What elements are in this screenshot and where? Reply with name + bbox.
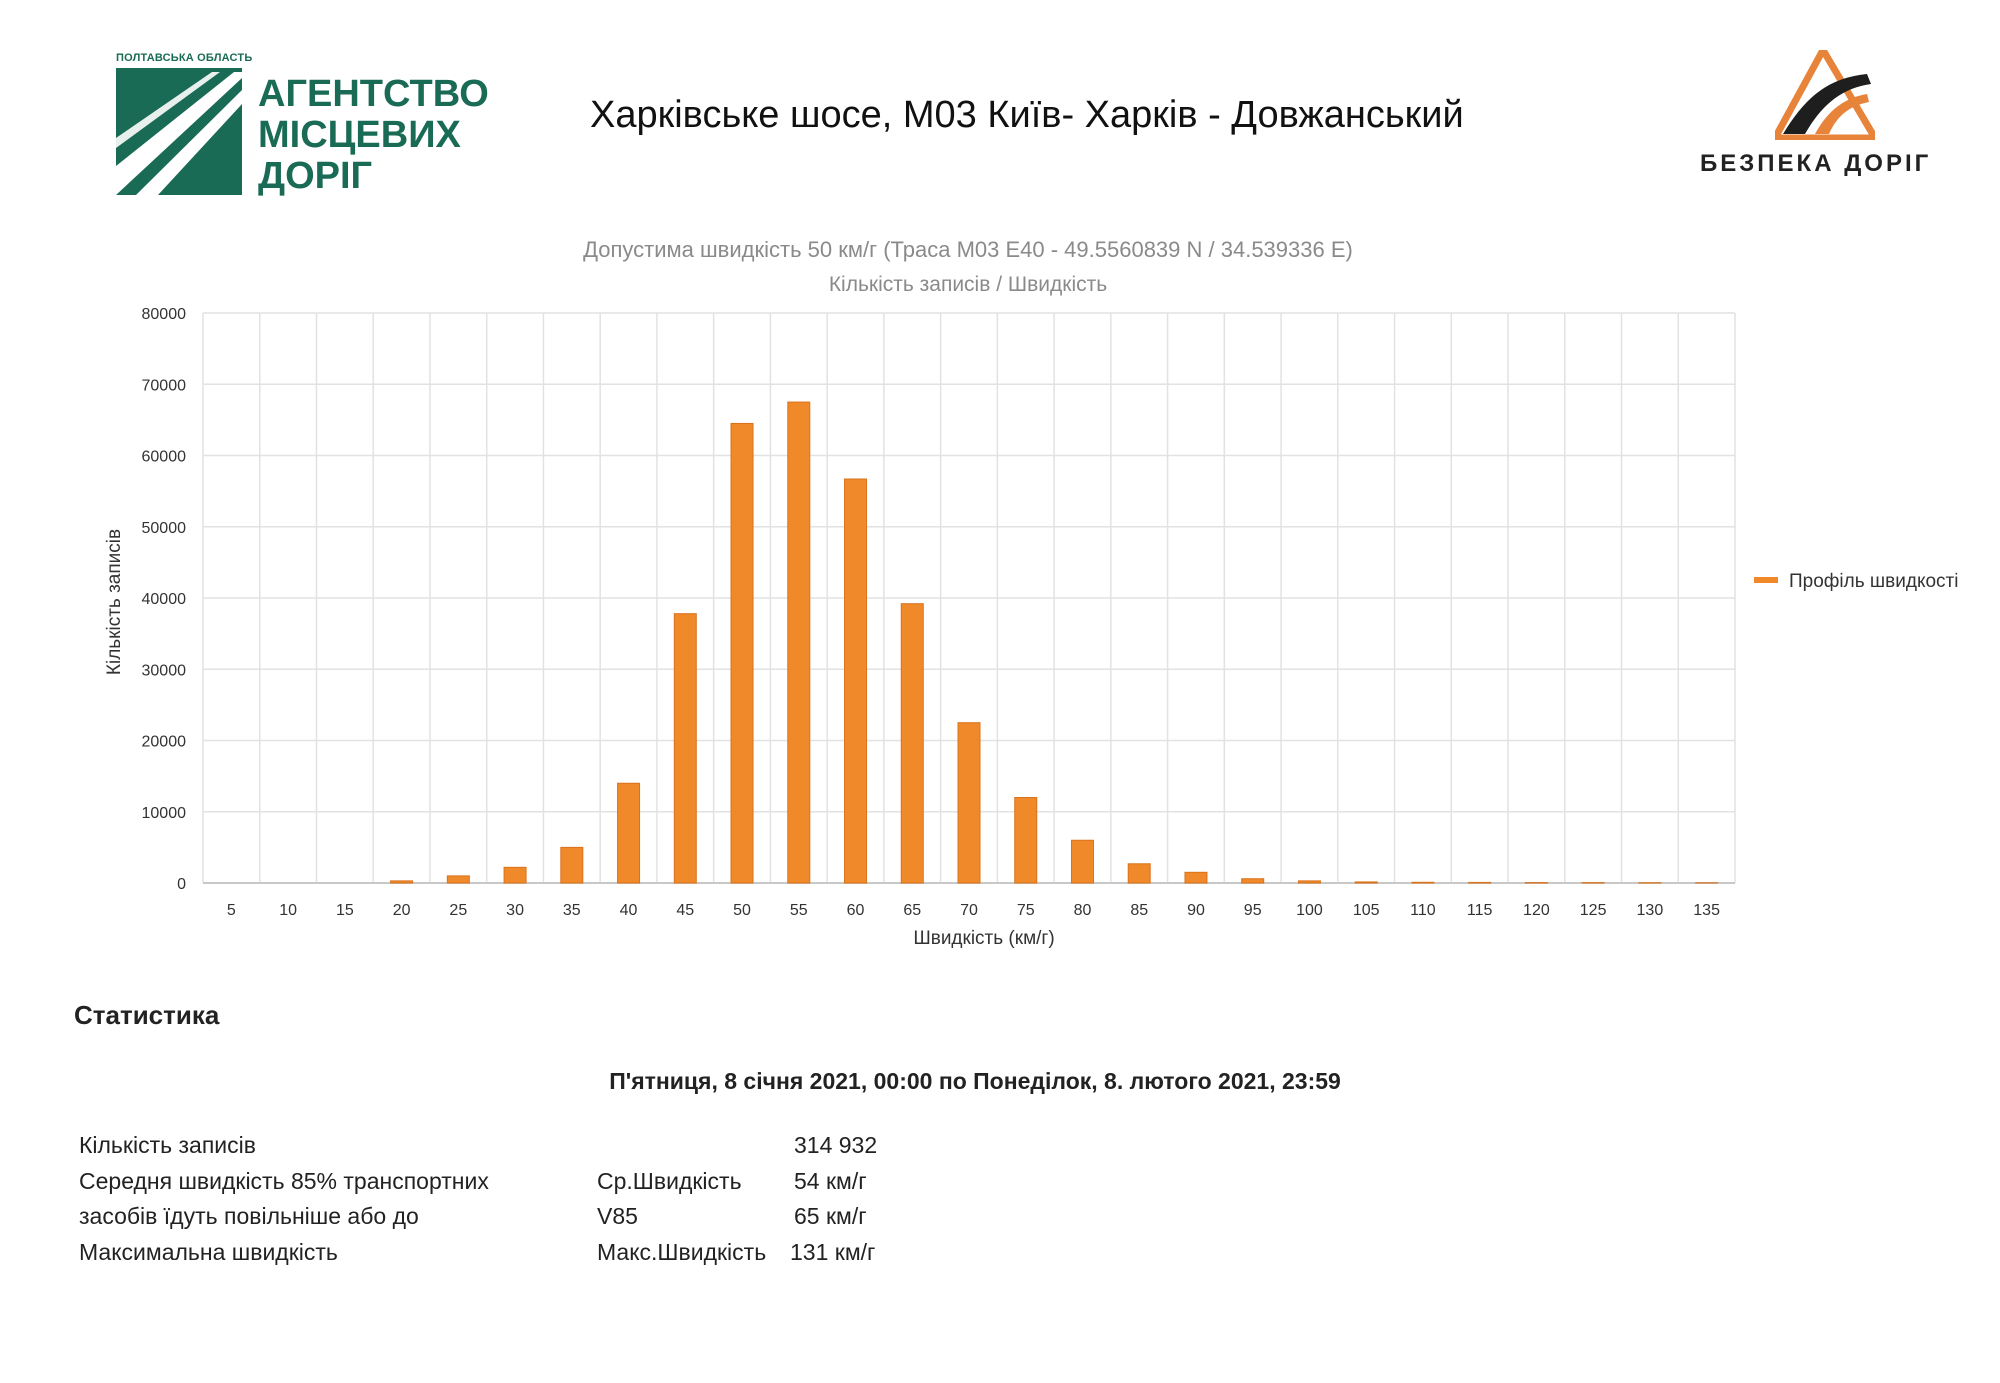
x-tick-label: 65 bbox=[903, 902, 921, 919]
agency-logo: ПОЛТАВСЬКА ОБЛАСТЬ АГЕНТСТВО МІСЦЕВИХ ДО… bbox=[116, 52, 496, 202]
x-tick-label: 70 bbox=[960, 902, 978, 919]
agency-name-line-1: АГЕНТСТВО bbox=[258, 73, 489, 115]
x-tick-label: 45 bbox=[676, 902, 694, 919]
stats-label-v85: засобів їдуть повільніше або до bbox=[79, 1203, 419, 1229]
bar-speed-60 bbox=[844, 478, 868, 884]
chart-subtitle: Кількість записів / Швидкість bbox=[829, 273, 1107, 296]
x-tick-label: 115 bbox=[1467, 902, 1493, 919]
x-tick-label: 75 bbox=[1017, 902, 1035, 919]
agency-name: АГЕНТСТВО МІСЦЕВИХ ДОРІГ bbox=[258, 74, 489, 197]
x-tick-label: 35 bbox=[563, 902, 581, 919]
x-tick-label: 55 bbox=[790, 902, 808, 919]
x-tick-label: 100 bbox=[1296, 902, 1323, 919]
bar-speed-85 bbox=[1127, 863, 1151, 884]
road-safety-logo-text: БЕЗПЕКА ДОРІГ bbox=[1700, 150, 1932, 177]
x-tick-label: 85 bbox=[1130, 902, 1148, 919]
stats-value-records: 314 932 bbox=[794, 1132, 878, 1158]
stats-label-max-speed: Максимальна швидкість bbox=[79, 1239, 338, 1265]
stats-short-v85: V85 bbox=[597, 1203, 638, 1229]
legend-label: Профіль швидкості bbox=[1789, 571, 1958, 592]
bar-speed-90 bbox=[1184, 871, 1208, 884]
road-safety-logo: БЕЗПЕКА ДОРІГ bbox=[1695, 50, 1965, 180]
bar-speed-35 bbox=[560, 846, 584, 884]
stats-heading: Статистика bbox=[74, 1000, 220, 1030]
stats-short-max-speed: Макс.Швидкість bbox=[597, 1239, 767, 1265]
bar-speed-20 bbox=[390, 880, 414, 884]
x-tick-label: 50 bbox=[733, 902, 751, 919]
x-tick-label: 120 bbox=[1523, 902, 1550, 919]
y-tick-label: 20000 bbox=[142, 734, 187, 751]
y-tick-label: 0 bbox=[177, 876, 186, 893]
y-tick-label: 30000 bbox=[142, 662, 187, 679]
stats-value-avg-speed: 54 км/г bbox=[794, 1168, 867, 1194]
x-tick-label: 60 bbox=[847, 902, 865, 919]
stats-value-max-speed: 131 км/г bbox=[790, 1239, 876, 1265]
x-tick-label: 130 bbox=[1637, 902, 1664, 919]
chart-legend: Профіль швидкості bbox=[1754, 571, 1958, 592]
x-tick-label: 80 bbox=[1074, 902, 1092, 919]
y-tick-label: 50000 bbox=[142, 520, 187, 537]
stats-value-v85: 65 км/г bbox=[794, 1203, 867, 1229]
x-tick-label: 40 bbox=[620, 902, 638, 919]
x-tick-label: 125 bbox=[1580, 902, 1607, 919]
x-tick-label: 10 bbox=[279, 902, 297, 919]
bar-speed-80 bbox=[1070, 839, 1094, 884]
bar-speed-30 bbox=[503, 866, 527, 884]
bar-speed-75 bbox=[1014, 797, 1038, 884]
y-tick-label: 60000 bbox=[142, 449, 187, 466]
x-tick-label: 20 bbox=[393, 902, 411, 919]
bar-speed-95 bbox=[1241, 878, 1265, 884]
road-logo-icon bbox=[116, 68, 242, 195]
y-tick-label: 10000 bbox=[142, 805, 187, 822]
bar-speed-70 bbox=[957, 722, 981, 884]
agency-name-line-3: ДОРІГ bbox=[258, 155, 373, 197]
legend-swatch bbox=[1754, 577, 1778, 583]
y-tick-label: 80000 bbox=[142, 306, 187, 323]
x-axis-ticks: 5 10 15 20 25 30 35 40 45 50 55 60 65 70 75 80 85 90 95 100… bbox=[227, 902, 1720, 919]
agency-name-line-2: МІСЦЕВИХ bbox=[258, 114, 461, 156]
region-caption: ПОЛТАВСЬКА ОБЛАСТЬ bbox=[116, 52, 253, 64]
x-tick-label: 90 bbox=[1187, 902, 1205, 919]
page-title: Харківське шосе, М03 Київ- Харків - Довж… bbox=[590, 94, 1464, 136]
stats-label-records: Кількість записів bbox=[79, 1132, 256, 1158]
y-axis-label: Кількість записів bbox=[104, 529, 125, 675]
x-tick-label: 15 bbox=[336, 902, 354, 919]
stats-short-avg-speed: Ср.Швидкість bbox=[597, 1168, 742, 1194]
stats-period: П'ятниця, 8 січня 2021, 00:00 по Понеділ… bbox=[609, 1068, 1341, 1094]
bar-speed-40 bbox=[617, 782, 641, 884]
x-tick-label: 135 bbox=[1693, 902, 1720, 919]
bar-speed-100 bbox=[1297, 880, 1321, 884]
x-tick-label: 30 bbox=[506, 902, 524, 919]
x-tick-label: 25 bbox=[449, 902, 467, 919]
y-tick-label: 40000 bbox=[142, 591, 187, 608]
road-triangle-icon bbox=[1775, 50, 1875, 140]
y-axis-ticks: 0 10000 20000 30000 40000 50000 60000 70000 8000… bbox=[142, 306, 187, 893]
bar-speed-115 bbox=[1468, 881, 1492, 884]
x-tick-label: 5 bbox=[227, 902, 236, 919]
bar-speed-45 bbox=[673, 613, 697, 884]
bar-speed-110 bbox=[1411, 881, 1435, 884]
bar-speed-105 bbox=[1354, 881, 1378, 884]
chart-bars bbox=[390, 401, 1719, 884]
chart-title: Допустима швидкість 50 км/г (Траса М03 E… bbox=[583, 237, 1353, 262]
bar-speed-65 bbox=[900, 603, 924, 884]
speed-profile-chart: Допустима швидкість 50 км/г (Траса М03 E… bbox=[104, 237, 1958, 949]
x-tick-label: 95 bbox=[1244, 902, 1262, 919]
y-tick-label: 70000 bbox=[142, 377, 187, 394]
x-axis-label: Швидкість (км/г) bbox=[913, 928, 1054, 949]
bar-speed-25 bbox=[446, 875, 470, 884]
x-tick-label: 110 bbox=[1410, 902, 1436, 919]
bar-speed-55 bbox=[787, 401, 811, 884]
x-tick-label: 105 bbox=[1353, 902, 1380, 919]
bar-speed-50 bbox=[730, 422, 754, 884]
stats-label-avg-speed: Середня швидкість 85% транспортних bbox=[79, 1168, 489, 1194]
